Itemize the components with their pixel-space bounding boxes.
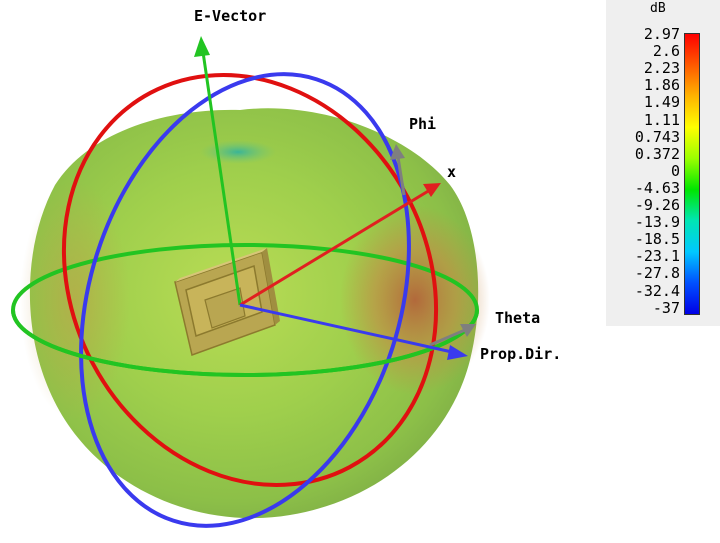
legend-tick-label: -13.9 (634, 213, 680, 232)
legend-tick-label: 2.6 (652, 42, 680, 61)
pattern-null-region (200, 140, 276, 164)
prop-dir-arrowhead (447, 345, 468, 360)
phi-axis-line (396, 156, 406, 196)
legend-tick-label: -18.5 (634, 230, 680, 249)
colorbar (684, 33, 700, 315)
color-legend (606, 0, 720, 326)
legend-tick-label: 0.743 (634, 127, 680, 146)
antenna-structure (174, 248, 280, 356)
theta-axis-line (429, 328, 466, 347)
legend-tick-label: -4.63 (634, 178, 680, 197)
e-vector-axis (201, 51, 242, 306)
legend-tick-label: -37 (652, 298, 680, 317)
e-vector-arrowhead (194, 36, 210, 57)
x-axis-label: x (447, 163, 457, 181)
ring-red (61, 73, 439, 487)
legend-tick-label: 1.49 (643, 93, 680, 112)
legend-tick-label: 1.11 (643, 110, 680, 129)
legend-tick-label: -27.8 (634, 264, 680, 283)
e-vector-label: E-Vector (194, 7, 267, 25)
prop-dir-label: Prop.Dir. (480, 345, 562, 363)
legend-unit-label: dB (650, 1, 666, 16)
prop-dir-axis (239, 303, 453, 354)
legend-tick-label: 2.97 (643, 25, 680, 43)
legend-tick-label: 0.372 (634, 144, 680, 163)
ring-blue (79, 72, 411, 528)
legend-tick-label: -9.26 (634, 196, 680, 214)
phi-label: Phi (409, 115, 437, 133)
theta-axis-arrowhead (460, 324, 476, 337)
x-axis-line (239, 188, 431, 307)
legend-tick-label: -23.1 (634, 247, 680, 266)
x-axis-arrowhead (423, 183, 441, 197)
legend-tick-label: 1.86 (643, 76, 680, 95)
phi-axis-arrowhead (390, 144, 405, 160)
theta-label: Theta (495, 309, 541, 327)
ring-green-front (11, 309, 479, 377)
legend-tick-label: 0 (670, 161, 680, 180)
legend-tick-label: 2.23 (643, 59, 680, 78)
legend-tick-label: -32.4 (634, 281, 680, 300)
